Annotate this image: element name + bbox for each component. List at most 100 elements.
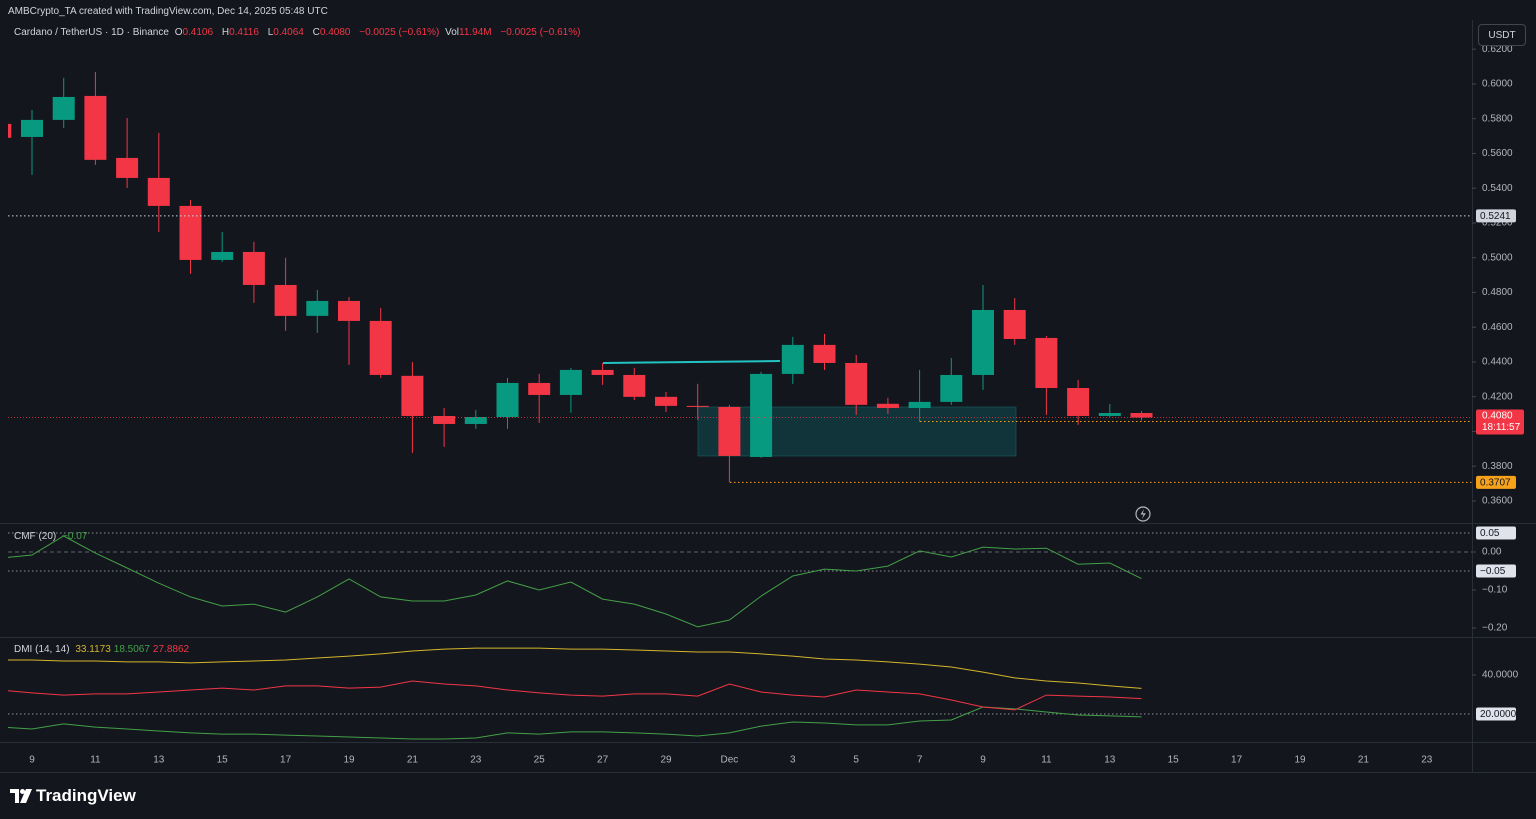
candle-body bbox=[369, 320, 392, 375]
indicator-line bbox=[8, 680, 1142, 711]
x-tick-label: 3 bbox=[790, 755, 796, 766]
legend-label: L bbox=[267, 27, 274, 38]
candle-body bbox=[813, 344, 836, 363]
y-tick-label: 0.6200 bbox=[1482, 44, 1513, 55]
last-price-label: 0.4080 bbox=[1482, 411, 1513, 422]
axes: 9 11 13 15 17 19 21 23 25 27 29 Dec 3 5 7 9 11 13 15 17 19 21… bbox=[29, 44, 1524, 766]
x-tick-label: 23 bbox=[1421, 755, 1433, 766]
y-tick-label: 0.3600 bbox=[1482, 496, 1513, 507]
x-tick-label: 21 bbox=[1358, 755, 1370, 766]
candle-body bbox=[1067, 387, 1090, 416]
level-label-box bbox=[1476, 475, 1516, 489]
y-tick-label: 0.4600 bbox=[1482, 322, 1513, 333]
x-tick-label: 17 bbox=[280, 755, 292, 766]
y-tick-label: 0.5400 bbox=[1482, 183, 1513, 194]
candle-body bbox=[147, 177, 170, 206]
replay-icon bbox=[1135, 506, 1151, 522]
x-tick-label: 19 bbox=[1294, 755, 1306, 766]
x-tick-label: Dec bbox=[721, 755, 739, 766]
x-tick-label: 19 bbox=[343, 755, 355, 766]
indicator-value: −0.07 bbox=[62, 531, 88, 542]
legend-label: Vol bbox=[445, 27, 459, 38]
x-tick-label: 17 bbox=[1231, 755, 1243, 766]
legend-label: C bbox=[312, 27, 320, 38]
candle-body bbox=[464, 417, 487, 424]
candle-body bbox=[21, 119, 43, 137]
logo-icon bbox=[10, 789, 32, 803]
price-pane bbox=[8, 71, 1472, 483]
candle-body bbox=[52, 96, 75, 120]
candle-body bbox=[306, 300, 329, 316]
y-tick-label: 0.00 bbox=[1482, 547, 1502, 558]
candle-body bbox=[655, 396, 677, 406]
legend-volume: Vol11.94M bbox=[445, 27, 495, 38]
level-label-box bbox=[1476, 209, 1516, 223]
x-tick-label: 11 bbox=[1041, 755, 1052, 766]
candle-body bbox=[116, 157, 139, 178]
candle-body bbox=[972, 309, 994, 375]
legend-change: −0.0025 (−0.61%) bbox=[359, 27, 440, 38]
x-tick-label: 9 bbox=[29, 755, 35, 766]
candle-body bbox=[179, 205, 202, 260]
legend-value: 0.4116 bbox=[229, 27, 259, 38]
footer-logo: TradingView bbox=[10, 786, 136, 806]
last-price-box bbox=[1476, 409, 1524, 435]
level-label: 0.5241 bbox=[1480, 211, 1511, 222]
y-tick-label: 0.5200 bbox=[1482, 218, 1513, 229]
y-tick-label: 0.4400 bbox=[1482, 357, 1513, 368]
dmi-pane bbox=[8, 647, 1472, 740]
candle-body bbox=[211, 251, 234, 260]
candle-body bbox=[876, 403, 899, 408]
indicator-title: DMI (14, 14) bbox=[14, 644, 70, 655]
indicator-value: 33.1173 bbox=[75, 644, 111, 655]
cmf-legend: CMF (20) −0.07 bbox=[14, 531, 90, 542]
candle-body bbox=[623, 374, 646, 397]
candle-body bbox=[750, 373, 773, 457]
x-tick-label: 23 bbox=[470, 755, 482, 766]
legend-label: O bbox=[174, 27, 183, 38]
candle-body bbox=[242, 251, 265, 285]
level-label: 0.3707 bbox=[1480, 477, 1511, 488]
main-legend: Cardano / TetherUS · 1D · Binance O0.410… bbox=[14, 27, 583, 38]
y-tick-label: 0.4800 bbox=[1482, 287, 1513, 298]
candle-body bbox=[686, 405, 709, 407]
legend-value: 0.4080 bbox=[319, 27, 351, 38]
level-label-box bbox=[1476, 526, 1516, 540]
y-tick-label: 0.4200 bbox=[1482, 391, 1513, 402]
x-tick-label: 15 bbox=[217, 755, 229, 766]
cmf-pane bbox=[8, 532, 1472, 628]
x-tick-label: 21 bbox=[407, 755, 419, 766]
zone-rectangle bbox=[697, 406, 1017, 457]
candle-body bbox=[845, 362, 868, 405]
candle-body bbox=[528, 382, 551, 395]
legend-value: 0.4064 bbox=[273, 27, 304, 38]
candle-body bbox=[591, 369, 614, 375]
x-tick-label: 25 bbox=[534, 755, 546, 766]
level-label-box bbox=[1476, 564, 1516, 578]
x-tick-label: 13 bbox=[1104, 755, 1116, 766]
indicator-values: 33.1173 18.5067 27.8862 bbox=[75, 644, 192, 655]
candle-body bbox=[8, 123, 12, 138]
x-tick-label: 7 bbox=[917, 755, 923, 766]
candle-body bbox=[559, 369, 582, 395]
y-tick-label: −0.10 bbox=[1482, 585, 1508, 596]
level-label: −0.05 bbox=[1480, 566, 1506, 577]
indicator-line bbox=[8, 647, 1142, 689]
candle-body bbox=[84, 95, 107, 160]
symbol-title: Cardano / TetherUS · 1D · Binance bbox=[14, 27, 169, 38]
legend-open: O0.4106 bbox=[175, 27, 216, 38]
candle-body bbox=[1003, 309, 1026, 340]
countdown-label: 18:11:57 bbox=[1482, 422, 1521, 433]
legend-high: H0.4116 bbox=[222, 27, 262, 38]
x-tick-label: 15 bbox=[1168, 755, 1180, 766]
x-tick-label: 27 bbox=[597, 755, 609, 766]
currency-button[interactable]: USDT bbox=[1478, 24, 1526, 46]
level-label: 20.0000 bbox=[1480, 709, 1517, 720]
y-tick-label: 40.0000 bbox=[1482, 670, 1519, 681]
legend-low: L0.4064 bbox=[268, 27, 307, 38]
trend-line bbox=[602, 360, 781, 364]
legend-label: H bbox=[221, 27, 230, 38]
indicator-title: CMF (20) bbox=[14, 531, 57, 542]
dmi-legend: DMI (14, 14) 33.1173 18.5067 27.8862 bbox=[14, 644, 195, 655]
